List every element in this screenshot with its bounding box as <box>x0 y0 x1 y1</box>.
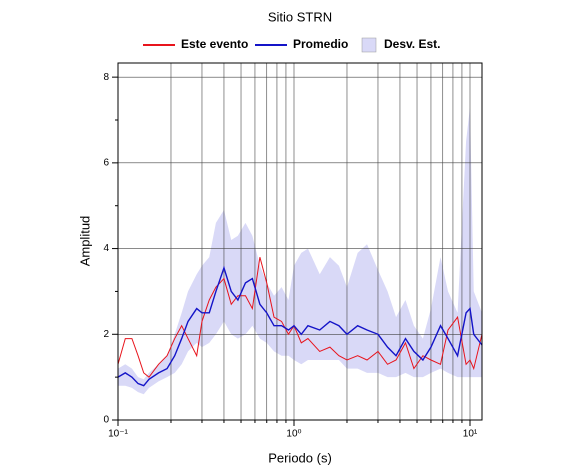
y-tick-label: 8 <box>103 72 109 83</box>
y-tick-label: 2 <box>103 329 109 340</box>
y-axis-label: Amplitud <box>77 216 92 267</box>
y-tick-label: 0 <box>103 415 109 426</box>
x-tick-label: 10⁻¹ <box>108 429 128 440</box>
x-axis-label: Periodo (s) <box>268 450 332 465</box>
std-band <box>118 107 482 395</box>
legend-label: Promedio <box>293 37 348 51</box>
legend-swatch <box>361 37 377 53</box>
legend-label: Desv. Est. <box>384 37 440 51</box>
x-tick-label: 10⁰ <box>286 429 301 440</box>
y-tick-label: 4 <box>103 243 109 254</box>
series-line <box>117 265 483 387</box>
x-tick-label: 10¹ <box>463 429 478 440</box>
plot-frame <box>117 62 483 421</box>
chart-title: Sitio STRN <box>268 9 332 24</box>
y-tick-label: 6 <box>103 157 109 168</box>
legend-label: Este evento <box>181 37 248 51</box>
